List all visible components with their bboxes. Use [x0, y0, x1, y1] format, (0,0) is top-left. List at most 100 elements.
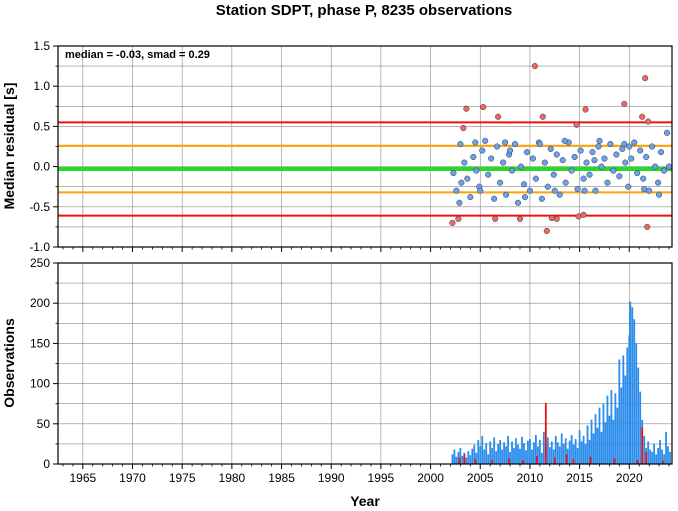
observation-bar — [629, 301, 632, 464]
residual-point — [503, 191, 510, 198]
observation-bar — [523, 443, 525, 464]
observation-bar — [661, 449, 663, 464]
outlier-point — [492, 215, 499, 222]
observation-bar — [600, 431, 603, 464]
observation-bar — [505, 446, 507, 464]
residual-point — [610, 167, 617, 174]
residual-point — [472, 139, 479, 146]
residual-point — [649, 143, 656, 150]
residual-point — [580, 175, 587, 182]
residual-point — [658, 149, 665, 156]
residual-point — [621, 141, 628, 148]
residual-point — [494, 143, 501, 150]
observation-bar — [560, 433, 563, 464]
observation-bar — [659, 439, 661, 464]
residual-point — [526, 187, 533, 194]
bottom-axis-ticks: 1965 1970 1975 1980 1985 1990 1995 2000 2005 2010… — [30, 256, 670, 485]
residual-point — [532, 175, 539, 182]
bottom-y-tick-label: 150 — [30, 336, 50, 350]
residual-point — [641, 186, 648, 193]
observation-bar — [558, 446, 561, 464]
residual-point — [482, 137, 489, 144]
observation-bar — [588, 439, 591, 464]
residual-point — [577, 147, 584, 154]
observation-bar — [542, 431, 545, 464]
outlier-point — [543, 227, 550, 234]
bottom-panel: 1965 1970 1975 1980 1985 1990 1995 2000 2005 2010… — [1, 256, 673, 509]
top-y-tick-label: 0.5 — [33, 119, 50, 133]
x-tick-label: 1990 — [318, 471, 345, 485]
observation-bar — [590, 419, 593, 464]
residual-point — [655, 179, 662, 186]
residual-point — [517, 163, 525, 170]
observation-bar — [529, 439, 531, 464]
observation-bar — [633, 319, 636, 464]
residual-point — [625, 183, 632, 190]
residual-point — [500, 159, 507, 166]
residual-point — [520, 181, 528, 188]
observation-bar — [578, 430, 581, 464]
top-y-tick-label: -1.0 — [29, 240, 50, 254]
top-y-tick-label: 1.0 — [33, 79, 50, 93]
top-y-tick-label: 0.0 — [33, 160, 50, 174]
observation-bar — [586, 425, 589, 464]
observation-bar — [546, 437, 549, 464]
observation-bar — [477, 439, 480, 464]
observation-bar — [614, 393, 617, 464]
residual-point — [574, 186, 581, 193]
rejected-bar — [636, 459, 639, 464]
residual-point — [488, 155, 495, 162]
observation-bar — [618, 359, 621, 464]
observation-bar — [509, 451, 511, 464]
observation-bar — [548, 447, 551, 464]
observation-bar — [487, 454, 490, 464]
observation-bar — [620, 387, 623, 464]
observation-bar — [532, 442, 535, 464]
observation-bar — [531, 449, 533, 464]
residual-point — [596, 137, 603, 144]
x-tick-label: 1995 — [368, 471, 395, 485]
residual-point — [536, 141, 543, 148]
observation-bar — [481, 435, 484, 464]
observation-bar — [624, 375, 627, 464]
observation-bar — [584, 443, 587, 464]
rejected-bar — [565, 454, 568, 464]
residual-point — [656, 191, 663, 198]
residual-point — [613, 151, 620, 158]
bottom-y-tick-label: 0 — [43, 457, 50, 471]
observation-bar — [574, 439, 577, 464]
observation-bar — [483, 449, 486, 464]
residual-point — [485, 171, 492, 178]
observation-bar — [657, 447, 659, 464]
rejected-bar — [572, 459, 575, 464]
observation-bar — [507, 435, 509, 464]
residual-point — [450, 169, 457, 177]
residual-point — [544, 183, 551, 190]
rejected-bar — [491, 459, 494, 464]
bottom-y-tick-label: 100 — [30, 377, 50, 391]
rejected-bar — [544, 402, 547, 464]
observation-bar — [451, 454, 454, 464]
observation-bar — [564, 438, 567, 464]
observation-bar — [568, 440, 571, 464]
residual-point — [538, 195, 545, 202]
residual-point — [643, 153, 650, 161]
observation-bar — [628, 335, 631, 464]
observation-bar — [580, 441, 583, 464]
observation-bar — [649, 449, 652, 464]
observation-bar — [669, 451, 671, 464]
x-tick-label: 2010 — [517, 471, 544, 485]
observation-bar — [491, 447, 494, 464]
residual-point — [598, 163, 605, 170]
residual-point — [479, 147, 486, 154]
residual-point — [628, 155, 635, 162]
residual-point — [556, 191, 563, 198]
residual-point — [497, 179, 504, 186]
rejected-bar — [641, 427, 644, 464]
residual-point — [586, 171, 593, 178]
residual-point — [665, 163, 673, 170]
observation-bar — [556, 442, 559, 464]
residual-point — [547, 145, 554, 152]
residual-point — [464, 175, 471, 182]
observation-bar — [647, 441, 650, 464]
